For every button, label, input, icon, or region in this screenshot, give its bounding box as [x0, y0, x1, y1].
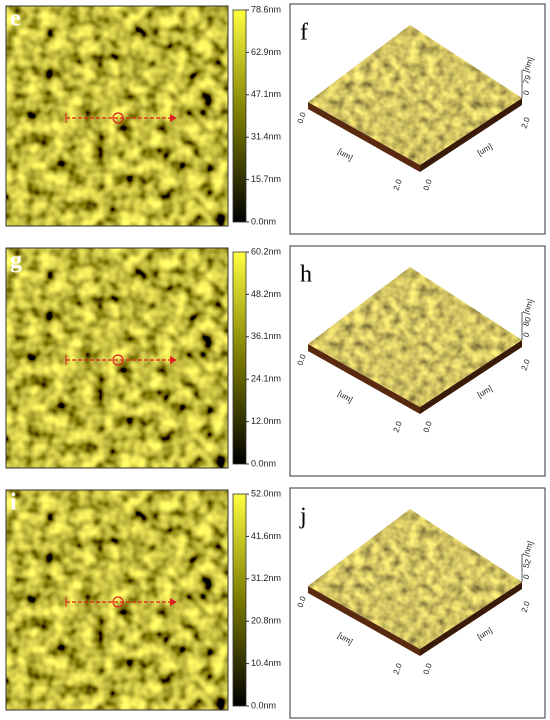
colorbar-label: 52.0nm — [251, 488, 281, 498]
afm-image — [5, 247, 229, 469]
y-axis-label: 2.0 — [520, 358, 532, 372]
panel-label: i — [10, 490, 17, 516]
panel-label: h — [300, 262, 312, 288]
surface-side-right — [420, 582, 522, 656]
panel-label: f — [300, 20, 308, 46]
x-axis-label: 0.0 — [296, 595, 308, 609]
colorbar-label: 12.0nm — [251, 416, 281, 426]
colorbar-label: 78.6nm — [251, 4, 281, 14]
colorbar-label: 36.1nm — [251, 331, 281, 341]
panel-row: i 52.0nm41.6nm31.2nm20.8nm10.4nm0.0nmj[nm… — [5, 487, 546, 719]
y-axis-label: 0.0 — [422, 420, 434, 434]
colorbar-label: 24.1nm — [251, 374, 281, 384]
panel-label: g — [10, 248, 22, 274]
profile-marker — [112, 112, 124, 124]
z-max: 80 — [521, 315, 533, 327]
colorbar-label: 31.4nm — [251, 132, 281, 142]
z-min: 0 — [521, 331, 531, 339]
image-frame — [5, 5, 229, 227]
profile-marker — [112, 354, 124, 366]
x-axis-label: 0.0 — [296, 111, 308, 125]
y-axis-label: 0.0 — [422, 662, 434, 676]
colorbar — [232, 493, 247, 707]
y-axis-label: 2.0 — [520, 600, 532, 614]
colorbar-label: 41.6nm — [251, 531, 281, 541]
z-max: 52 — [521, 557, 533, 569]
panel-label: e — [10, 6, 21, 32]
x-axis-label: 2.0 — [392, 662, 404, 676]
panel-row: e 78.6nm62.9nm47.1nm31.4nm15.7nm0.0nmf[nm… — [5, 3, 546, 235]
colorbar-label: 15.7nm — [251, 174, 281, 184]
afm-image — [5, 489, 229, 711]
colorbar-label: 10.4nm — [251, 658, 281, 668]
z-max: 79 — [521, 73, 533, 85]
z-min: 0 — [521, 573, 531, 581]
profile-arrow — [170, 114, 177, 122]
colorbar-label: 20.8nm — [251, 616, 281, 626]
profile-marker — [112, 596, 124, 608]
x-axis-label: 0.0 — [296, 353, 308, 367]
image-frame — [5, 247, 229, 469]
colorbar-label: 0.0nm — [251, 458, 276, 468]
panel-label: j — [299, 504, 307, 530]
colorbar-label: 47.1nm — [251, 89, 281, 99]
profile-arrow — [170, 598, 177, 606]
y-axis-label: 2.0 — [520, 116, 532, 130]
surface-side-right — [420, 98, 522, 172]
colorbar-label: 48.2nm — [251, 289, 281, 299]
y-axis-label: 0.0 — [422, 178, 434, 192]
profile-arrow — [170, 356, 177, 364]
afm-image — [5, 5, 229, 227]
x-axis-label: 2.0 — [392, 178, 404, 192]
colorbar-label: 60.2nm — [251, 246, 281, 256]
colorbar-label: 0.0nm — [251, 216, 276, 226]
colorbar-label: 31.2nm — [251, 573, 281, 583]
panel-row: g 60.2nm48.2nm36.1nm24.1nm12.0nm0.0nmh[nm… — [5, 245, 546, 477]
surface-side-left — [308, 102, 420, 172]
colorbar-label: 62.9nm — [251, 47, 281, 57]
surface-side-right — [420, 340, 522, 414]
surface-side-left — [308, 586, 420, 656]
colorbar — [232, 251, 247, 465]
z-min: 0 — [521, 89, 531, 97]
x-axis-label: 2.0 — [392, 420, 404, 434]
surface-side-left — [308, 344, 420, 414]
colorbar-label: 0.0nm — [251, 700, 276, 710]
colorbar — [232, 9, 247, 223]
image-frame — [5, 489, 229, 711]
